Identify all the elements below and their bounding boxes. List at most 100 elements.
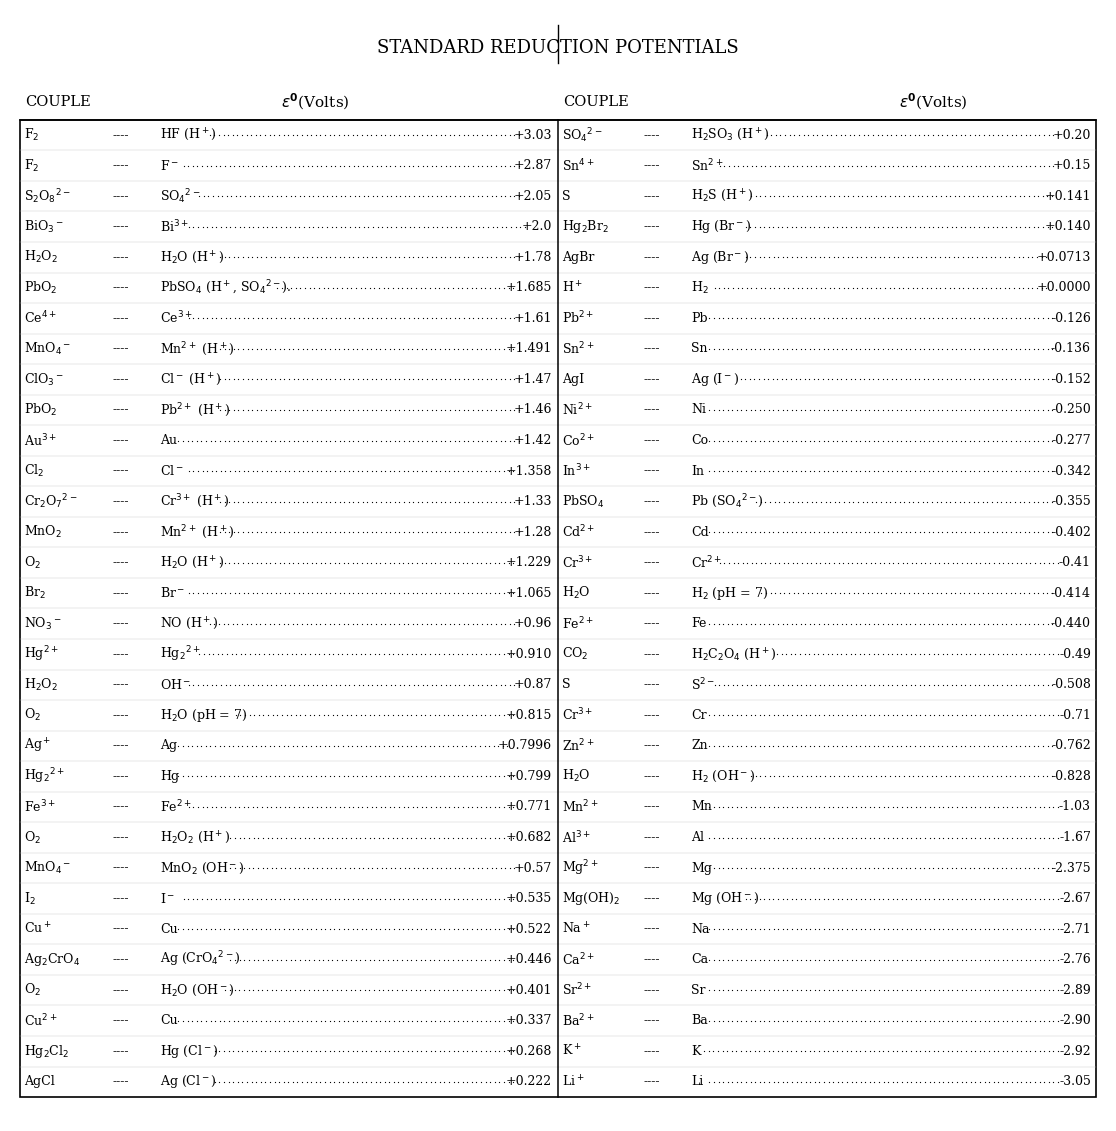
Text: +2.0: +2.0	[521, 221, 552, 233]
Text: MnO$_4$$^-$: MnO$_4$$^-$	[25, 860, 71, 877]
Text: ----: ----	[644, 465, 661, 477]
Text: Cr$^{2+}$: Cr$^{2+}$	[691, 554, 722, 571]
Text: +0.0713: +0.0713	[1037, 251, 1091, 264]
Text: +0.96: +0.96	[513, 618, 552, 630]
Text: Fe$^{2+}$: Fe$^{2+}$	[562, 615, 594, 632]
Text: -0.126: -0.126	[1051, 312, 1091, 325]
Text: O$_2$: O$_2$	[25, 707, 41, 724]
Text: ----: ----	[644, 495, 661, 508]
Text: ----: ----	[112, 465, 128, 477]
Text: Sn$^{2+}$: Sn$^{2+}$	[691, 157, 723, 174]
Text: H$_2$O: H$_2$O	[562, 585, 590, 602]
Text: Sn$^{2+}$: Sn$^{2+}$	[562, 340, 595, 357]
Text: Ca$^{2+}$: Ca$^{2+}$	[562, 951, 595, 968]
Text: +0.535: +0.535	[506, 892, 552, 905]
Text: H$_2$O: H$_2$O	[562, 768, 590, 785]
Text: H$^+$: H$^+$	[562, 280, 583, 295]
Text: ----: ----	[644, 862, 661, 874]
Text: Cd$^{2+}$: Cd$^{2+}$	[562, 524, 595, 541]
Text: PbO$_2$: PbO$_2$	[25, 402, 58, 418]
Text: I$^-$: I$^-$	[160, 891, 175, 906]
Text: H$_2$: H$_2$	[691, 279, 709, 296]
Text: +1.491: +1.491	[506, 343, 552, 355]
Text: H$_2$S (H$^+$): H$_2$S (H$^+$)	[691, 188, 753, 205]
Text: $\varepsilon^{\mathbf{0}}$(Volts): $\varepsilon^{\mathbf{0}}$(Volts)	[898, 92, 968, 112]
Text: F$_2$: F$_2$	[25, 157, 39, 174]
Text: +0.268: +0.268	[506, 1045, 552, 1057]
Text: ----: ----	[644, 1045, 661, 1057]
Text: Cu$^{2+}$: Cu$^{2+}$	[25, 1012, 57, 1029]
Text: PbO$_2$: PbO$_2$	[25, 279, 58, 296]
Text: Na: Na	[691, 923, 710, 935]
Text: ----: ----	[644, 434, 661, 447]
Text: -0.828: -0.828	[1051, 770, 1091, 783]
Text: ----: ----	[644, 1076, 661, 1088]
Text: Mg (OH$^-$): Mg (OH$^-$)	[691, 890, 759, 907]
Text: S$_2$O$_8$$^{2-}$: S$_2$O$_8$$^{2-}$	[25, 187, 70, 206]
Text: Ce$^{3+}$: Ce$^{3+}$	[160, 310, 193, 327]
Text: ----: ----	[644, 831, 661, 844]
Text: Zn: Zn	[691, 740, 708, 752]
Text: +0.57: +0.57	[513, 862, 552, 874]
Text: ----: ----	[112, 831, 128, 844]
Text: -1.67: -1.67	[1059, 831, 1091, 844]
Text: Ni: Ni	[691, 404, 706, 416]
Text: H$_2$O (H$^+$): H$_2$O (H$^+$)	[160, 249, 224, 266]
Text: ----: ----	[644, 556, 661, 569]
Text: +0.401: +0.401	[506, 984, 552, 996]
Text: Br$_2$: Br$_2$	[25, 585, 46, 602]
Text: ----: ----	[112, 556, 128, 569]
Text: -0.402: -0.402	[1051, 526, 1091, 538]
Text: Au: Au	[160, 434, 177, 447]
Text: OH$^-$: OH$^-$	[160, 677, 192, 692]
Text: +0.7996: +0.7996	[498, 740, 552, 752]
Text: +1.78: +1.78	[513, 251, 552, 264]
Text: Mg(OH)$_2$: Mg(OH)$_2$	[562, 890, 620, 907]
Text: S: S	[562, 190, 570, 202]
Text: ----: ----	[112, 221, 128, 233]
Text: MnO$_2$ (OH$^-$): MnO$_2$ (OH$^-$)	[160, 861, 244, 875]
Text: ----: ----	[644, 190, 661, 202]
Text: NO$_3$$^-$: NO$_3$$^-$	[25, 615, 61, 632]
Text: ----: ----	[112, 1015, 128, 1027]
Text: Cr$^{3+}$: Cr$^{3+}$	[562, 707, 594, 724]
Text: -1.03: -1.03	[1059, 801, 1091, 813]
Text: +0.799: +0.799	[506, 770, 552, 783]
Text: ----: ----	[112, 373, 128, 386]
Text: ----: ----	[112, 618, 128, 630]
Text: Mn$^{2+}$ (H$^+$): Mn$^{2+}$ (H$^+$)	[160, 524, 234, 541]
Text: +0.87: +0.87	[513, 679, 552, 691]
Text: ----: ----	[112, 923, 128, 935]
Text: -2.90: -2.90	[1059, 1015, 1091, 1027]
Text: H$_2$O (pH = 7): H$_2$O (pH = 7)	[160, 707, 248, 724]
Text: -0.136: -0.136	[1051, 343, 1091, 355]
Text: CO$_2$: CO$_2$	[562, 646, 588, 663]
Text: -0.152: -0.152	[1051, 373, 1091, 386]
Text: H$_2$O$_2$ (H$^+$): H$_2$O$_2$ (H$^+$)	[160, 829, 230, 846]
Text: BiO$_3$$^-$: BiO$_3$$^-$	[25, 218, 64, 235]
Text: Sn: Sn	[691, 343, 708, 355]
Text: ----: ----	[644, 373, 661, 386]
Text: AgI: AgI	[562, 373, 584, 386]
Text: ----: ----	[112, 740, 128, 752]
Text: +0.140: +0.140	[1045, 221, 1091, 233]
Text: Ag$^+$: Ag$^+$	[25, 736, 51, 756]
Text: +1.28: +1.28	[513, 526, 552, 538]
Text: Hg: Hg	[160, 770, 180, 783]
Text: ----: ----	[112, 404, 128, 416]
Text: ClO$_3$$^-$: ClO$_3$$^-$	[25, 371, 64, 388]
Text: Li: Li	[691, 1076, 703, 1088]
Text: Fe$^{3+}$: Fe$^{3+}$	[25, 798, 56, 815]
Text: ----: ----	[112, 251, 128, 264]
Text: Sr: Sr	[691, 984, 705, 996]
Text: Cr: Cr	[691, 709, 706, 722]
Text: +0.337: +0.337	[506, 1015, 552, 1027]
Text: SO$_4$$^{2-}$: SO$_4$$^{2-}$	[562, 126, 603, 145]
Text: Sr$^{2+}$: Sr$^{2+}$	[562, 982, 593, 999]
Text: Pb$^{2+}$: Pb$^{2+}$	[562, 310, 594, 327]
Text: +3.03: +3.03	[513, 129, 552, 141]
Text: ----: ----	[644, 892, 661, 905]
Text: ----: ----	[644, 801, 661, 813]
Text: -0.250: -0.250	[1051, 404, 1091, 416]
Text: ----: ----	[644, 770, 661, 783]
